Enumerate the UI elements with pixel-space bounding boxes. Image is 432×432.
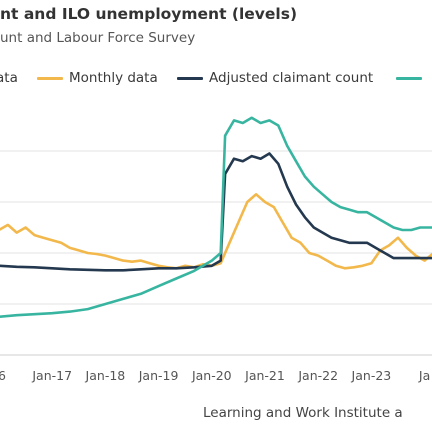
legend-item-first: ata xyxy=(0,70,18,86)
chart-subtitle: unt and Labour Force Survey xyxy=(0,30,196,46)
legend-item-monthly-data: Monthly data xyxy=(37,70,158,86)
x-tick-label: 6 xyxy=(0,368,6,383)
x-tick-label: Jan-23 xyxy=(351,368,392,383)
legend-item-last xyxy=(396,70,428,86)
x-tick-label: Jan-21 xyxy=(244,368,285,383)
series-line-2 xyxy=(0,116,432,319)
legend-label-monthly-data: Monthly data xyxy=(69,70,158,86)
x-tick-label: Jan-19 xyxy=(138,368,179,383)
legend-item-adjusted-claimant: Adjusted claimant count xyxy=(177,70,373,86)
legend-swatch-adjusted-claimant xyxy=(177,76,203,80)
legend-label-adjusted-claimant: Adjusted claimant count xyxy=(209,70,374,86)
source-note: Learning and Work Institute a xyxy=(203,405,403,421)
legend-swatch-monthly-data xyxy=(37,76,63,80)
x-tick-label: Jan-17 xyxy=(31,368,72,383)
x-tick-label: Ja xyxy=(418,368,430,383)
x-tick-label: Jan-22 xyxy=(297,368,338,383)
x-tick-label: Jan-20 xyxy=(191,368,232,383)
legend-swatch-last xyxy=(396,76,422,80)
series-line-1 xyxy=(0,152,432,272)
legend-label-first: ata xyxy=(0,70,18,86)
chart-title: nt and ILO unemployment (levels) xyxy=(0,5,298,23)
x-tick-label: Jan-18 xyxy=(85,368,126,383)
